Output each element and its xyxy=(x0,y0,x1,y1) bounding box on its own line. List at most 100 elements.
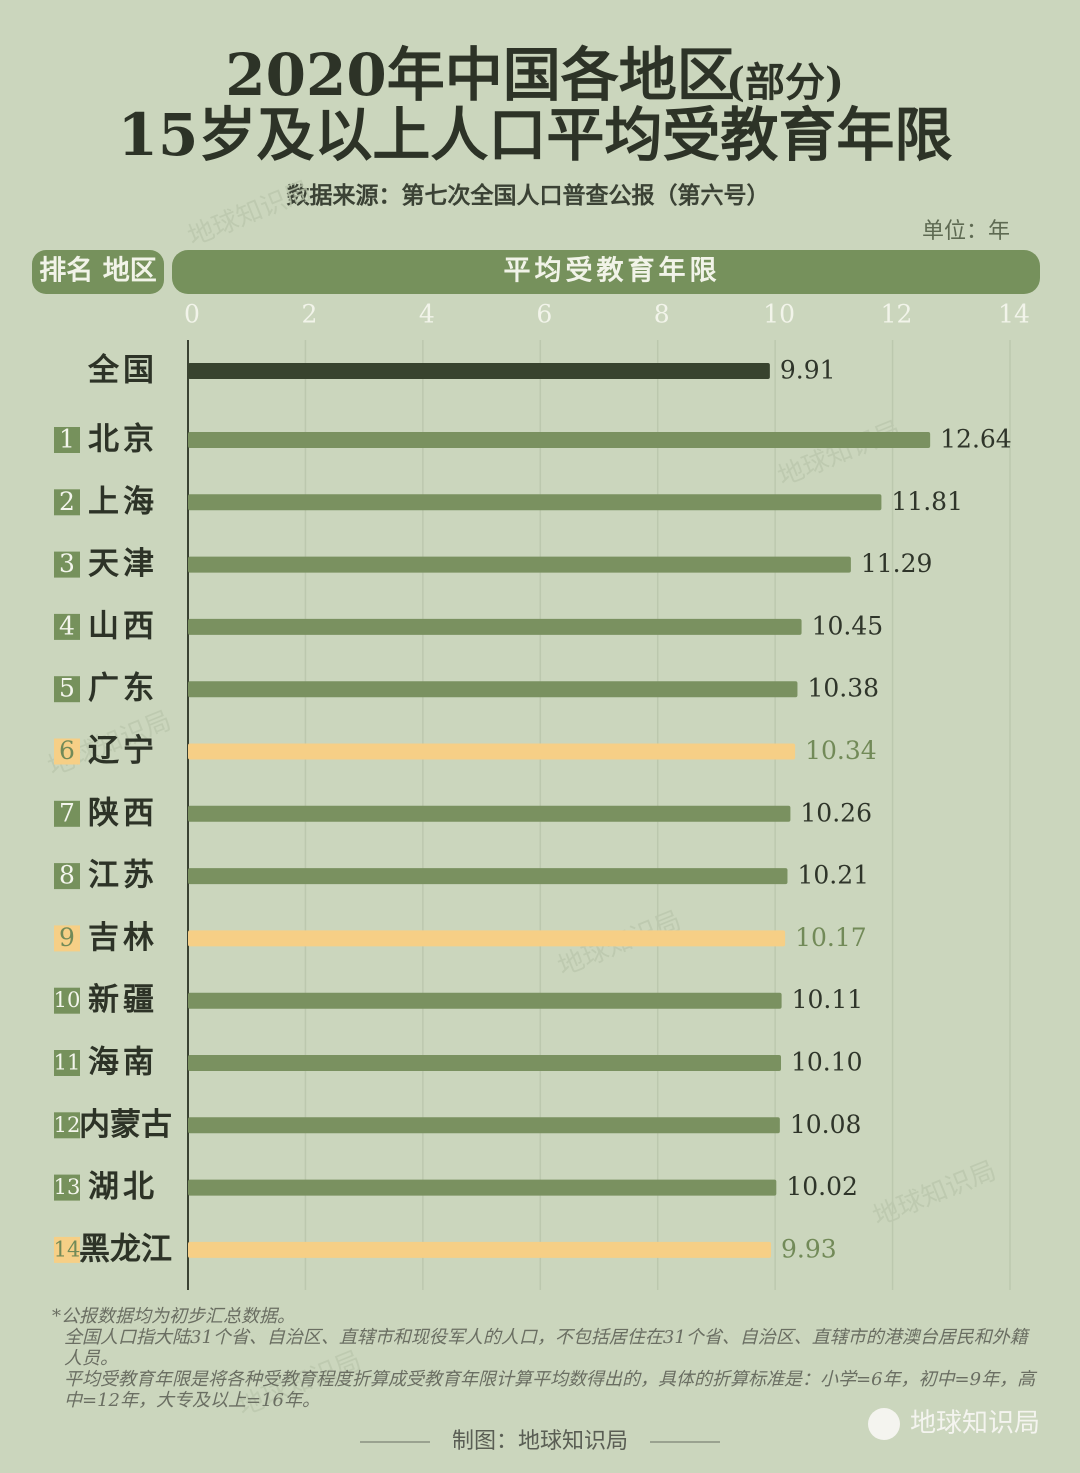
category-label: 广东 xyxy=(88,671,158,707)
category-label: 辽宁 xyxy=(88,733,158,769)
watermark: 地球知识局 xyxy=(774,416,906,493)
x-tick-label: 4 xyxy=(419,300,435,329)
value-label: 9.93 xyxy=(781,1234,837,1263)
bar xyxy=(188,930,786,947)
value-label: 10.34 xyxy=(805,736,877,765)
rank: 5 xyxy=(59,674,75,703)
x-tick-label: 0 xyxy=(184,300,200,329)
note: 全国人口指大陆31个省、自治区、直辖市和现役军人的人口，不包括居住在31个省、自… xyxy=(64,1327,1028,1369)
notes: *公报数据均为初步汇总数据。 全国人口指大陆31个省、自治区、直辖市和现役军人的人… xyxy=(52,1306,1042,1411)
x-tick-label: 10 xyxy=(763,300,795,329)
bar xyxy=(188,494,882,511)
rank: 14 xyxy=(54,1237,81,1261)
watermark: 地球知识局 xyxy=(184,176,316,253)
bar xyxy=(188,743,796,760)
note: *公报数据均为初步汇总数据。 xyxy=(52,1306,295,1327)
source: 数据来源：第七次全国人口普查公报（第六号） xyxy=(287,182,770,209)
logo-icon xyxy=(868,1408,900,1440)
rank-box xyxy=(54,676,80,703)
rank: 13 xyxy=(54,1175,81,1199)
bar xyxy=(188,618,802,635)
rank: 7 xyxy=(59,798,75,827)
x-tick-label: 6 xyxy=(536,300,552,329)
value-label: 10.11 xyxy=(792,985,864,1014)
bar xyxy=(188,992,782,1009)
value-label: 9.91 xyxy=(780,356,836,385)
unit: 单位：年 xyxy=(922,219,1010,244)
bar xyxy=(188,1117,780,1134)
bar xyxy=(188,1241,772,1258)
rank-box xyxy=(54,1236,80,1263)
value-label: 10.38 xyxy=(807,674,879,703)
rank-box xyxy=(54,925,80,952)
chart-subtitle: 15岁及以上人口平均受教育年限 xyxy=(118,101,953,169)
value-label: 10.02 xyxy=(786,1172,858,1201)
rank-box xyxy=(54,613,80,640)
category-label: 山西 xyxy=(88,608,158,644)
category-label: 陕西 xyxy=(88,795,158,831)
bar xyxy=(188,868,788,885)
rank-box xyxy=(54,987,80,1014)
value-label: 10.17 xyxy=(795,923,867,952)
rank: 6 xyxy=(59,736,75,765)
header-pill xyxy=(172,250,1040,294)
rank: 4 xyxy=(59,611,75,640)
rank: 10 xyxy=(54,988,81,1012)
rank: 8 xyxy=(59,861,75,890)
bar xyxy=(188,805,791,822)
value-label: 11.81 xyxy=(891,487,963,516)
rank-box xyxy=(54,551,80,578)
category-label: 新疆 xyxy=(88,982,158,1018)
bar xyxy=(188,363,770,379)
category-label: 海南 xyxy=(88,1045,158,1081)
rank-box xyxy=(54,489,80,516)
header-pill xyxy=(32,250,164,294)
value-label: 10.08 xyxy=(790,1110,862,1139)
title-note: (部分) xyxy=(726,59,844,106)
credit: 制图：地球知识局 xyxy=(452,1429,628,1454)
x-tick-label: 14 xyxy=(998,300,1030,329)
category-label: 江苏 xyxy=(88,858,158,894)
rank: 1 xyxy=(59,425,75,454)
bar xyxy=(188,432,931,448)
category-label: 天津 xyxy=(88,546,158,582)
rank-box xyxy=(54,1174,80,1201)
watermark: 地球知识局 xyxy=(869,1156,1001,1233)
category-label: 吉林 xyxy=(88,920,158,956)
category-label: 北京 xyxy=(88,422,158,458)
value-label: 10.45 xyxy=(812,611,884,640)
header-left: 排名 地区 xyxy=(39,255,156,287)
x-tick-label: 8 xyxy=(654,300,670,329)
rank: 11 xyxy=(54,1051,81,1075)
rank: 9 xyxy=(59,923,75,952)
value-label: 10.10 xyxy=(791,1048,863,1077)
rank-box xyxy=(54,1050,80,1076)
rank-box xyxy=(54,800,80,827)
rank-box xyxy=(54,863,80,890)
logo-text: 地球知识局 xyxy=(910,1409,1040,1439)
bar xyxy=(188,1055,782,1071)
category-label: 全国 xyxy=(87,353,158,389)
bar xyxy=(188,556,851,573)
x-tick-label: 2 xyxy=(301,300,317,329)
category-label: 黑龙江 xyxy=(79,1231,172,1267)
value-label: 10.26 xyxy=(800,798,872,827)
bar xyxy=(188,1179,777,1196)
rank-box xyxy=(54,1112,80,1139)
category-label: 上海 xyxy=(88,484,158,520)
rank: 12 xyxy=(54,1113,81,1137)
rank: 3 xyxy=(59,549,75,578)
rank-box xyxy=(54,738,80,765)
category-label: 内蒙古 xyxy=(79,1107,172,1143)
note: 平均受教育年限是将各种受教育程度折算成受教育年限计算平均数得出的，具体的折算标准… xyxy=(64,1369,1036,1411)
header-right: 平均受教育年限 xyxy=(504,255,721,287)
category-label: 湖北 xyxy=(88,1169,158,1205)
rank-box xyxy=(54,427,80,453)
value-label: 12.64 xyxy=(940,425,1012,454)
value-label: 11.29 xyxy=(861,549,933,578)
bar xyxy=(188,681,798,698)
rank: 2 xyxy=(59,487,75,516)
chart-title: 2020年中国各地区 xyxy=(225,41,734,109)
